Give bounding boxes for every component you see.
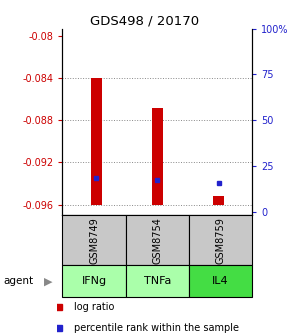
- Bar: [213, 196, 224, 205]
- Text: GDS498 / 20170: GDS498 / 20170: [90, 14, 200, 27]
- Text: ▶: ▶: [44, 277, 52, 286]
- Text: GSM8754: GSM8754: [152, 217, 162, 264]
- Text: TNFa: TNFa: [144, 277, 171, 286]
- Bar: [126, 215, 189, 265]
- Text: GSM8749: GSM8749: [89, 217, 99, 264]
- Text: IL4: IL4: [212, 277, 229, 286]
- Bar: [62, 215, 126, 265]
- Bar: [189, 215, 252, 265]
- Bar: [126, 265, 189, 297]
- Bar: [189, 265, 252, 297]
- Bar: [152, 108, 163, 205]
- Text: percentile rank within the sample: percentile rank within the sample: [74, 323, 239, 333]
- Bar: [62, 265, 126, 297]
- Text: log ratio: log ratio: [74, 302, 114, 312]
- Text: IFNg: IFNg: [81, 277, 106, 286]
- Bar: [90, 78, 102, 205]
- Text: GSM8759: GSM8759: [216, 217, 226, 264]
- Text: agent: agent: [3, 277, 33, 286]
